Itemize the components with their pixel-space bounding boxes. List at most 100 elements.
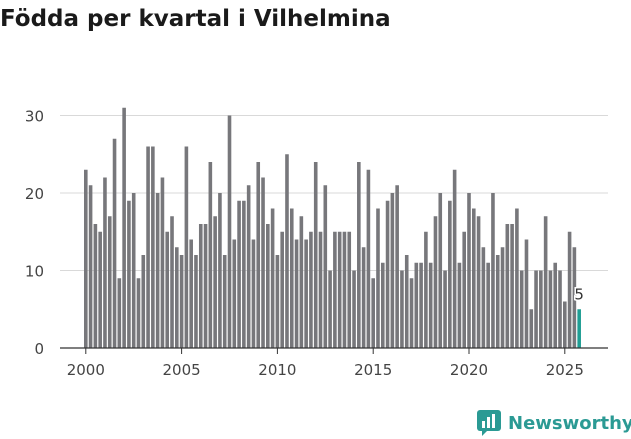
y-tick-label: 30 [25,108,44,126]
bar [261,177,265,348]
bar [333,231,337,348]
bar [275,255,280,348]
x-tick-label: 2020 [450,361,488,379]
bar [357,162,361,348]
bar [270,208,275,348]
bar [414,262,419,348]
bar [572,247,577,348]
bar [539,270,543,348]
bar [88,185,93,348]
bar [127,200,131,348]
bar [146,146,150,348]
bar [471,208,476,348]
bar [189,239,193,348]
x-tick-label: 2025 [546,361,584,379]
bar [232,239,237,348]
bar [328,270,332,348]
bar [452,169,457,348]
bar [294,239,299,348]
bar [342,231,347,348]
bar [117,278,122,348]
newsworthy-logo: Newsworthy [476,408,631,438]
bar [179,255,184,348]
last-value-label: 5 [574,285,584,303]
bar [481,247,486,348]
bar [462,231,467,348]
x-tick-label: 2005 [163,361,201,379]
bar [361,247,366,348]
y-tick-label: 10 [25,263,44,281]
bar [347,231,352,348]
bar [141,255,146,348]
bar [376,208,380,348]
bar [467,193,471,348]
bar [289,208,294,348]
bar [404,255,409,348]
bar [213,216,217,348]
bar [500,247,505,348]
bar [160,177,165,348]
bar [222,255,227,348]
bar [438,193,443,348]
bar [285,154,289,348]
bar [313,162,318,348]
bar [510,224,514,348]
bar [409,278,414,348]
y-axis-ticks: 0 10 20 30 [25,108,44,359]
bar [495,255,500,348]
x-tick-label: 2000 [67,361,105,379]
bar-highlight [577,309,581,348]
bar [175,247,179,348]
bar [543,216,548,348]
bar [266,224,270,348]
bar [366,169,371,348]
bar [218,193,222,348]
bar [385,200,390,348]
bar [380,262,385,348]
bar [424,231,428,348]
bar [515,208,519,348]
bar [251,239,256,348]
bar [428,262,433,348]
newsworthy-icon [477,410,501,436]
bar [208,162,213,348]
y-tick-label: 20 [25,185,44,203]
bar [184,146,189,348]
bar [563,301,567,348]
bar [98,231,102,348]
bar [155,193,160,348]
bar [93,224,98,348]
bar [457,262,462,348]
bar [280,231,284,348]
bar [103,177,107,348]
bar [390,193,395,348]
bars [84,107,581,348]
bar [170,216,174,348]
chart-title: Födda per kvartal i Vilhelmina [0,6,391,32]
bar [84,169,88,348]
bar [323,185,328,348]
bar [443,270,447,348]
x-tick-label: 2015 [354,361,392,379]
bar [309,231,313,348]
bar [567,231,572,348]
x-axis-ticks: 2000 2005 2010 2015 2020 2025 [67,348,584,379]
bar [227,115,232,348]
x-tick-label: 2010 [258,361,296,379]
bar [371,278,375,348]
bar [524,239,529,348]
bar [198,224,203,348]
bar [558,270,562,348]
bar [246,185,251,348]
bar [548,270,553,348]
bar [476,216,481,348]
bar [165,231,170,348]
bar [519,270,524,348]
bar [534,270,538,348]
bar [433,216,438,348]
bar [529,309,534,348]
bar [395,185,399,348]
bar [486,262,490,348]
bar [352,270,356,348]
